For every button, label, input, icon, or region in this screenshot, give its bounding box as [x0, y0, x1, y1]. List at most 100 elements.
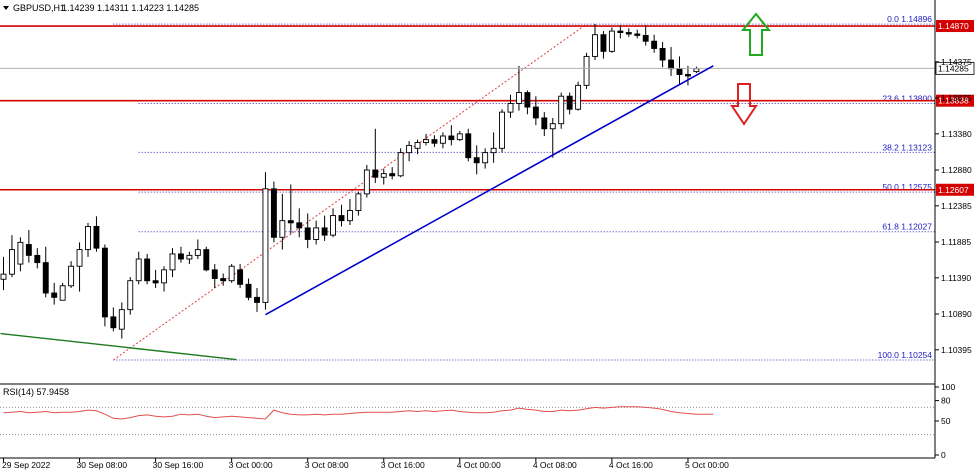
- candle-body: [642, 34, 649, 42]
- candle-body: [338, 215, 345, 222]
- rsi-tick-label: 100: [941, 382, 955, 392]
- candle-body: [152, 280, 159, 284]
- candle-body: [490, 147, 497, 154]
- down-arrow-icon: [730, 83, 758, 126]
- current-price-label: 1.14285: [938, 63, 969, 73]
- candle-body: [448, 135, 455, 141]
- candle-body: [406, 144, 413, 154]
- candle-body: [685, 74, 691, 77]
- price-tick-label: 1.12880: [941, 165, 972, 175]
- candle-body: [625, 32, 632, 35]
- dropdown-triangle-icon[interactable]: [3, 6, 9, 10]
- candle-body: [203, 249, 210, 271]
- rsi-tick-label: 50: [941, 416, 951, 426]
- candle-body: [42, 262, 49, 294]
- candle-body: [651, 40, 658, 49]
- candle-body: [25, 244, 32, 256]
- candle-body: [355, 193, 362, 211]
- candle-body: [600, 34, 607, 52]
- resistance-price-tag: [936, 183, 974, 196]
- price-tick-label: 1.10395: [941, 345, 972, 355]
- candle-body: [304, 227, 311, 240]
- candle-body: [473, 157, 480, 164]
- rsi-line: [3, 406, 714, 420]
- rsi-tick-label: 80: [941, 396, 951, 406]
- candle-body: [161, 269, 168, 284]
- candle-body: [51, 292, 58, 298]
- candle-body: [76, 249, 83, 267]
- candle-body: [431, 139, 438, 144]
- candle-body: [270, 188, 277, 238]
- candle-body: [8, 249, 15, 275]
- drawn-lines[interactable]: 1.14285: [0, 61, 975, 361]
- fib-level-label: 0.0 1.14896: [887, 14, 932, 24]
- candle-body: [414, 142, 421, 149]
- candle-body: [608, 30, 615, 52]
- candle-body: [423, 139, 429, 143]
- candle-body: [254, 296, 260, 303]
- up-arrow-icon: [740, 12, 772, 56]
- time-tick-label: 3 Oct 08:00: [305, 460, 349, 470]
- candle-body: [321, 227, 328, 236]
- symbol-label: GBPUSD,H1: [13, 3, 65, 13]
- candle-body: [363, 169, 370, 195]
- candle-body: [85, 225, 91, 251]
- time-tick-label: 4 Oct 16:00: [609, 460, 653, 470]
- direction-arrows: [730, 12, 772, 126]
- fib-level-label: 50.0 1.12575: [882, 182, 932, 192]
- candle-body: [389, 173, 396, 177]
- candle-body: [169, 253, 176, 271]
- candle-body: [110, 316, 117, 329]
- resistance-levels[interactable]: 1.14870 1.13838 1.12607: [0, 20, 974, 196]
- candle-body: [456, 133, 463, 141]
- fib-level-label: 38.2 1.13123: [882, 142, 932, 152]
- price-tick-label: 1.12385: [941, 201, 972, 211]
- time-tick-label: 29 Sep 2022: [2, 460, 50, 470]
- fib-diagonal-line: [113, 23, 587, 361]
- candle-body: [194, 249, 201, 256]
- candle-body: [118, 309, 125, 330]
- candle-body: [592, 34, 598, 57]
- candle-body: [558, 95, 565, 125]
- rsi-tick-label: 0: [941, 450, 946, 460]
- candle-body: [262, 188, 269, 303]
- candle-body: [17, 241, 24, 265]
- time-tick-label: 4 Oct 08:00: [533, 460, 577, 470]
- candle-body: [59, 285, 66, 301]
- candle-body: [372, 169, 379, 178]
- candle-body: [279, 220, 286, 238]
- candle-body: [524, 92, 531, 108]
- candle-body: [397, 152, 404, 177]
- time-tick-label: 4 Oct 00:00: [457, 460, 501, 470]
- price-tick-label: 1.11390: [941, 273, 971, 283]
- resistance-price-tag: [936, 20, 974, 33]
- candle-body: [144, 258, 151, 282]
- candle-body: [465, 133, 472, 159]
- support-trendline: [265, 65, 714, 316]
- candle-body: [549, 123, 556, 130]
- candle-body: [245, 283, 252, 298]
- candle-body: [287, 220, 294, 224]
- candle-body: [532, 106, 539, 119]
- candle-body: [220, 278, 227, 282]
- candle-body: [0, 273, 7, 280]
- candle-body: [127, 280, 134, 311]
- candle-body: [228, 265, 235, 282]
- fibonacci-retracement[interactable]: 0.0 1.14896 23.6 1.13800 38.2 1.13123 50.0 …: [113, 14, 935, 361]
- moving-average-line: [0, 332, 237, 361]
- candle-body: [93, 225, 100, 249]
- candle-body: [482, 152, 489, 164]
- time-tick-label: 3 Oct 00:00: [229, 460, 273, 470]
- candle-body: [68, 265, 75, 287]
- chart-header: GBPUSD,H1 1.14239 1.14311 1.14223 1.1428…: [3, 3, 199, 13]
- rsi-panel: 0 50 80 100 RSI(14) 57.9458: [0, 382, 955, 460]
- candle-body: [499, 111, 505, 149]
- price-tick-label: 1.14375: [941, 57, 972, 67]
- candle-body: [296, 222, 303, 229]
- current-price-tag: [935, 61, 975, 75]
- candle-body: [617, 30, 624, 33]
- candlestick-series: [0, 23, 700, 339]
